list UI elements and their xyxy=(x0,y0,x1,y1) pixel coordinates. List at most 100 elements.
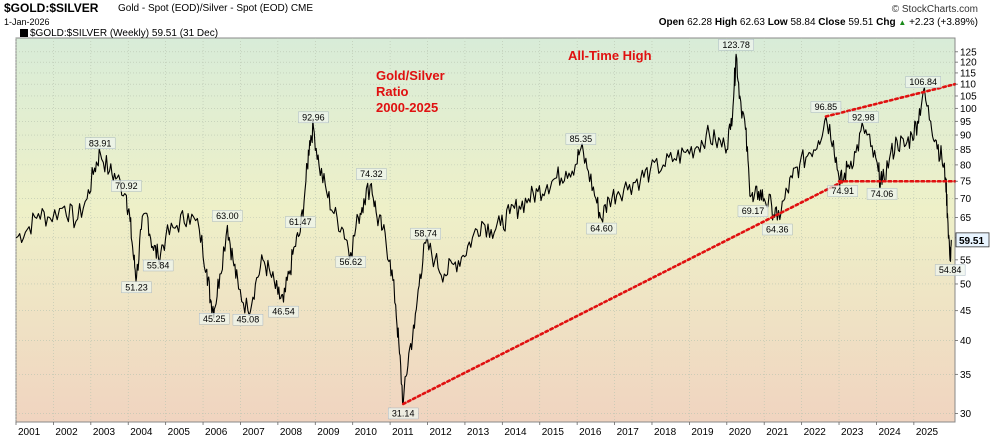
chart-credit: © StockCharts.com xyxy=(891,4,978,15)
legend-text: $GOLD:$SILVER (Weekly) 59.51 (31 Dec) xyxy=(30,28,219,39)
data-label: 92.96 xyxy=(298,111,329,124)
y-tick-label: 85 xyxy=(960,145,972,156)
chart-title: Gold/Silver Ratio 2000-2025 xyxy=(376,68,445,115)
data-label: 64.60 xyxy=(586,222,617,235)
data-label-text: 123.78 xyxy=(722,40,750,50)
data-label: 31.14 xyxy=(387,407,419,420)
data-label: 85.35 xyxy=(565,133,597,145)
data-label-box xyxy=(212,210,243,222)
data-labels: 83.91 70.92 51.23 55.84 45.25 63.00 45.08 46.54… xyxy=(84,39,966,420)
x-tick-label: 2019 xyxy=(691,427,714,438)
data-label-box xyxy=(565,133,597,145)
legend-swatch-icon xyxy=(20,29,28,38)
y-tick-label: 40 xyxy=(960,336,972,347)
series-legend: $GOLD:$SILVER (Weekly) 59.51 (31 Dec) xyxy=(20,28,218,39)
y-tick-label: 90 xyxy=(960,131,972,142)
data-label-text: 69.17 xyxy=(742,206,765,216)
data-label-text: 63.00 xyxy=(216,211,239,221)
data-label-text: 64.36 xyxy=(766,225,789,235)
chg-label: Chg xyxy=(876,17,896,28)
ratio-series-line xyxy=(15,53,952,405)
data-label: 56.62 xyxy=(335,256,367,268)
data-label-box xyxy=(827,185,858,197)
low-value: 58.84 xyxy=(790,17,816,28)
data-label-text: 58.74 xyxy=(414,229,437,239)
data-label: 74.32 xyxy=(356,168,387,180)
series-layer xyxy=(15,53,952,405)
data-label: 64.36 xyxy=(762,223,793,236)
data-label-box xyxy=(142,259,174,272)
data-label: 123.78 xyxy=(718,39,754,51)
data-label-box xyxy=(934,264,966,276)
data-label: 74.91 xyxy=(827,185,858,197)
x-tick-label: 2020 xyxy=(729,427,752,438)
x-tick-label: 2014 xyxy=(504,427,527,438)
y-tick-label: 110 xyxy=(960,80,976,91)
data-label-box xyxy=(84,137,116,149)
data-label-text: 92.96 xyxy=(302,112,325,122)
x-tick-label: 2004 xyxy=(130,427,153,438)
y-tick-label: 70 xyxy=(960,194,972,205)
data-label-text: 45.08 xyxy=(237,315,260,325)
x-tick-label: 2025 xyxy=(916,427,939,438)
chart-annotations: Gold/Silver Ratio 2000-2025 All-Time High xyxy=(376,48,652,115)
x-tick-label: 2013 xyxy=(467,427,490,438)
chg-value: +2.23 (+3.89%) xyxy=(909,17,978,28)
data-label: 61.47 xyxy=(285,216,316,228)
x-tick-label: 2018 xyxy=(654,427,677,438)
data-label-box xyxy=(737,205,769,217)
data-label: 63.00 xyxy=(212,210,243,222)
open-label: Open xyxy=(658,17,685,28)
ohlc-readout: Open 62.28 High 62.63 Low 58.84 Close 59… xyxy=(659,17,978,28)
data-label: 70.92 xyxy=(111,180,142,192)
data-label: 45.25 xyxy=(199,313,230,325)
x-tick-label: 2010 xyxy=(355,427,378,438)
last-value-text: 59.51 xyxy=(959,236,984,247)
y-tick-label: 75 xyxy=(960,177,972,188)
data-label-text: 55.84 xyxy=(147,260,170,270)
data-label-box xyxy=(285,216,316,228)
high-label: High xyxy=(714,17,738,28)
data-label-box xyxy=(848,111,879,123)
x-tick-label: 2017 xyxy=(617,427,640,438)
data-label-text: 31.14 xyxy=(392,408,415,418)
x-tick-label: 2003 xyxy=(93,427,116,438)
data-label-box xyxy=(718,39,754,51)
chg-arrow-icon: ▲ xyxy=(898,18,907,27)
data-label: 51.23 xyxy=(121,281,152,294)
y-tick-label: 125 xyxy=(960,47,977,58)
x-tick-label: 2009 xyxy=(317,427,340,438)
data-label: 54.84 xyxy=(934,264,966,276)
x-tick-label: 2023 xyxy=(841,427,864,438)
last-value-marker: 59.51 xyxy=(955,232,990,248)
data-label-box xyxy=(232,314,264,326)
x-axis: 2001 2002 2003 2004 2005 2006 2007 2008 2009 2010… xyxy=(15,422,939,438)
data-label-box xyxy=(762,223,793,236)
y-tick-label: 55 xyxy=(960,255,972,266)
last-value-box xyxy=(955,232,990,248)
data-label: 92.98 xyxy=(848,111,879,123)
data-label-box xyxy=(199,313,230,325)
y-tick-label: 35 xyxy=(960,370,972,381)
x-tick-label: 2002 xyxy=(55,427,78,438)
close-label: Close xyxy=(818,17,846,28)
data-label-box xyxy=(121,281,152,294)
x-tick-label: 2007 xyxy=(242,427,265,438)
chart-title-line: Gold/Silver xyxy=(376,68,445,83)
data-label-text: 54.84 xyxy=(939,265,962,275)
y-tick-label: 115 xyxy=(960,68,976,79)
data-label-text: 92.98 xyxy=(852,112,875,122)
data-label-text: 96.85 xyxy=(815,102,838,112)
data-label-box xyxy=(810,101,842,113)
all-time-high-annotation: All-Time High xyxy=(568,48,652,63)
data-label: 96.85 xyxy=(810,101,842,113)
data-label: 58.74 xyxy=(410,227,441,240)
chart-title-line: 2000-2025 xyxy=(376,100,438,115)
x-tick-label: 2021 xyxy=(766,427,789,438)
chart-symbol: $GOLD:$SILVER xyxy=(4,1,99,15)
y-tick-label: 50 xyxy=(960,279,972,290)
data-label-text: 74.91 xyxy=(832,186,855,196)
chart-title-line: Ratio xyxy=(376,84,409,99)
data-label: 106.84 xyxy=(905,76,942,88)
